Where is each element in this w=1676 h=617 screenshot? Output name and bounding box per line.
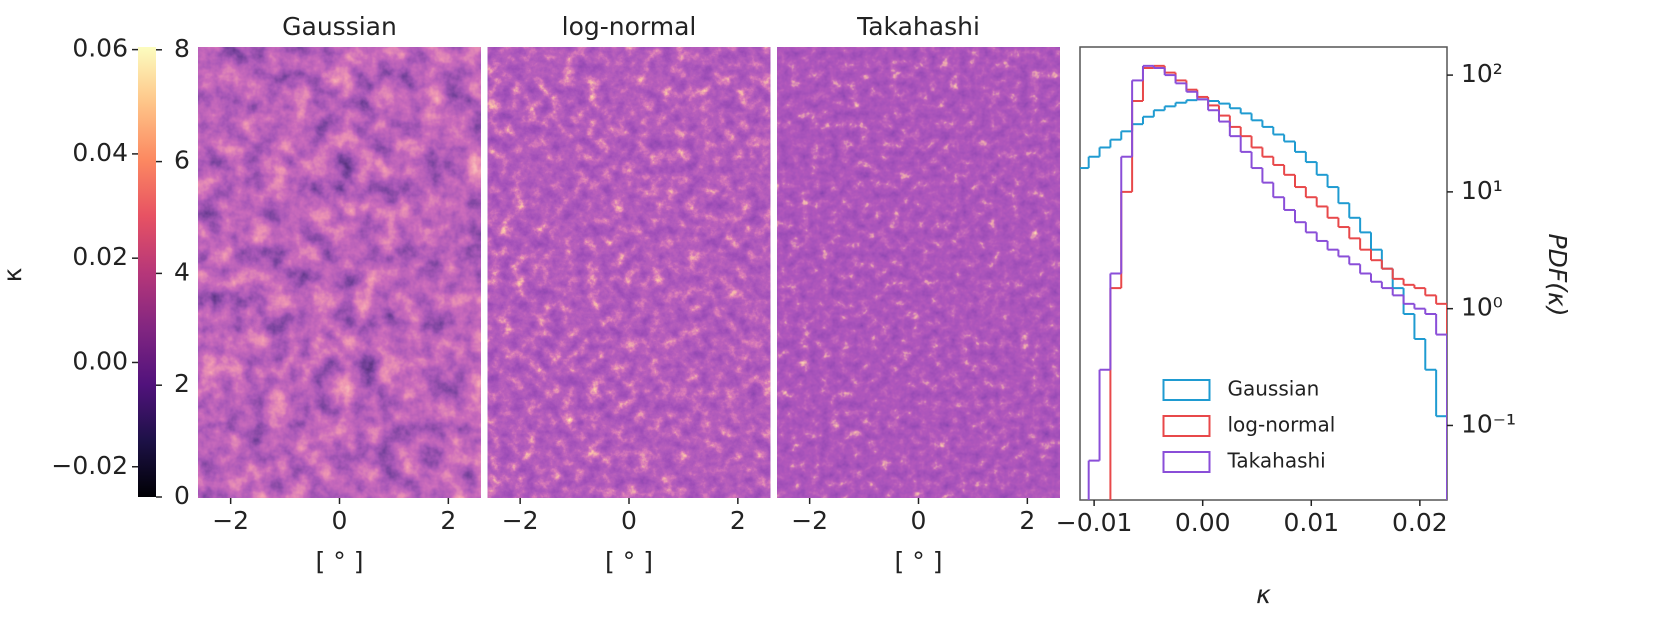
x-tick-label: 2 [440,506,456,535]
legend-swatch [1162,379,1211,401]
legend-label: log-normal [1228,413,1336,437]
y2-tick-label: 8 [174,34,190,63]
x-tick-label: −2 [502,506,539,535]
y2-tick-label: 4 [174,257,190,286]
x-tick-label: 0 [621,506,637,535]
x-tick-label: 0.02 [1392,508,1448,537]
colorbar [138,47,156,497]
legend-swatch [1162,451,1211,473]
x-tick-label: −2 [212,506,249,535]
y2-tick-label: 2 [174,369,190,398]
plot-area [1080,64,1447,500]
colorbar-label: κ [0,267,27,282]
x-axis-label: κ [1256,580,1271,609]
y-tick-label: 10¹ [1461,176,1503,205]
x-tick-label: 2 [1019,506,1035,535]
x-axis-label: [ ° ] [605,547,653,576]
x-tick-label: 2 [730,506,746,535]
x-axis-label: [ ° ] [316,547,364,576]
legend-label: Takahashi [1227,449,1326,473]
x-tick-label: 0.01 [1283,508,1339,537]
legend-label: Gaussian [1228,377,1320,401]
x-tick-label: 0 [332,506,348,535]
heatmap [777,47,1060,498]
x-axis-label: [ ° ] [895,547,943,576]
panel-title: Takahashi [856,12,980,41]
y-tick-label: 10² [1461,59,1503,88]
y-tick-label: 0.04 [72,138,128,167]
y-axis-label: PDF(κ) [1543,234,1572,317]
panel-title: Gaussian [282,12,397,41]
y-tick-label: 0.02 [72,242,128,271]
y2-tick-label: 0 [174,481,190,510]
y-tick-label: −0.02 [51,451,128,480]
panel-title: log-normal [562,12,697,41]
y-tick-label: 10⁰ [1461,293,1503,322]
x-tick-label: 0 [911,506,927,535]
y-tick-label: 10⁻¹ [1461,409,1516,438]
x-tick-label: 0.00 [1175,508,1231,537]
y2-tick-label: 6 [174,146,190,175]
y-tick-label: 0.00 [72,346,128,375]
x-tick-label: −2 [791,506,828,535]
heatmap [487,47,771,498]
legend-swatch [1162,415,1211,437]
x-tick-label: −0.01 [1056,508,1133,537]
plot-frame [1079,46,1448,501]
heatmap [198,47,481,498]
y-tick-label: 0.06 [72,34,128,63]
